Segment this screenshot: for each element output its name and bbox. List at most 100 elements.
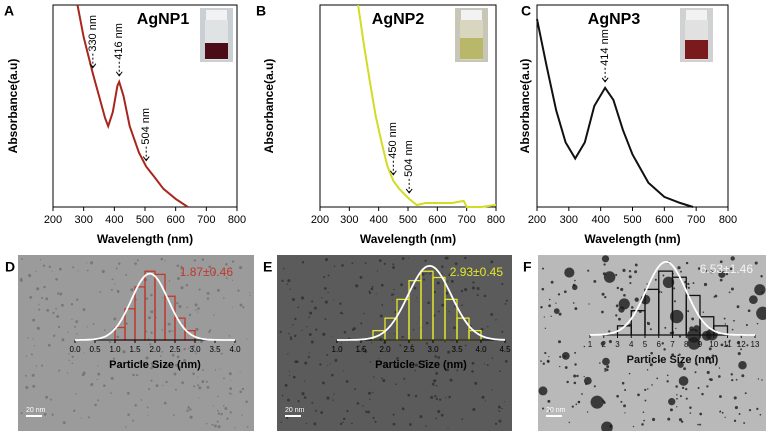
particle — [476, 286, 480, 291]
particle — [68, 353, 70, 355]
particle — [661, 342, 665, 345]
particle — [36, 287, 40, 291]
particle — [444, 340, 446, 343]
particle — [303, 396, 307, 399]
particle — [374, 420, 377, 423]
tem-image — [538, 255, 766, 431]
particle — [178, 304, 182, 309]
particle — [369, 329, 371, 331]
particle — [30, 353, 33, 356]
particle — [414, 394, 418, 398]
particle — [701, 392, 704, 396]
particle — [657, 359, 661, 362]
particle — [576, 374, 579, 378]
particle — [628, 372, 631, 375]
particle — [445, 291, 449, 295]
particle — [699, 412, 703, 416]
particle — [441, 303, 445, 307]
particle — [678, 376, 689, 386]
particle — [604, 370, 607, 372]
particle — [380, 283, 384, 287]
particle — [287, 279, 291, 283]
particle — [427, 301, 430, 305]
particle — [315, 409, 318, 412]
particle — [31, 373, 35, 377]
particle — [411, 343, 414, 346]
particle — [676, 394, 678, 396]
x-tick-label: 1.5 — [129, 345, 141, 354]
particle — [608, 330, 611, 333]
particle — [43, 285, 46, 289]
particle — [197, 307, 200, 310]
particle — [609, 424, 613, 428]
particle — [130, 288, 134, 292]
particle — [242, 306, 245, 309]
particle — [206, 297, 210, 300]
particle — [150, 362, 154, 366]
particle — [673, 300, 677, 303]
scale-bar-label: 20 nm — [26, 407, 46, 414]
particle — [364, 349, 368, 353]
particle — [52, 334, 56, 337]
particle — [220, 412, 223, 416]
x-tick-label: 10 — [709, 340, 718, 349]
x-axis-label: Wavelength (nm) — [97, 232, 193, 246]
particle — [189, 415, 193, 419]
particle — [177, 365, 181, 369]
particle — [558, 312, 562, 316]
particle — [167, 322, 171, 326]
particle — [741, 374, 745, 378]
x-tick-label: 200 — [44, 214, 62, 226]
particle — [116, 290, 120, 294]
particle — [331, 373, 334, 377]
spectrum-line — [357, 4, 497, 208]
particle — [307, 356, 310, 359]
particle — [656, 377, 659, 380]
particle — [360, 322, 363, 325]
particle — [194, 385, 196, 387]
particle — [434, 379, 437, 382]
particle — [550, 280, 554, 284]
particle — [697, 423, 699, 426]
particle — [721, 411, 724, 414]
particle — [474, 381, 478, 385]
particle — [310, 340, 314, 344]
particle — [685, 261, 689, 265]
particle — [456, 369, 459, 372]
panel-label: C — [521, 3, 531, 19]
arrow-head — [115, 71, 123, 77]
particle — [430, 395, 434, 400]
particle — [126, 391, 130, 395]
particle — [39, 258, 42, 261]
particle — [25, 385, 29, 390]
particle — [394, 383, 397, 385]
particle — [724, 416, 726, 418]
x-tick-label: 9 — [698, 340, 703, 349]
particle — [486, 364, 489, 366]
particle — [176, 355, 180, 359]
particle — [246, 338, 248, 340]
particle — [484, 400, 487, 402]
particle — [561, 351, 570, 360]
particle — [708, 358, 710, 360]
particle — [392, 299, 394, 301]
particle — [284, 383, 288, 387]
particle — [691, 317, 695, 321]
particle — [358, 345, 360, 347]
particle — [211, 423, 214, 426]
particle — [41, 296, 43, 299]
particle — [599, 362, 601, 364]
particle — [189, 408, 192, 411]
particle — [407, 393, 411, 397]
particle — [548, 356, 550, 358]
particle — [381, 303, 384, 306]
particle — [618, 317, 621, 321]
particle — [73, 409, 76, 412]
particle — [367, 410, 370, 414]
particle — [444, 397, 447, 399]
particle — [71, 318, 73, 321]
particle — [601, 310, 604, 314]
particle — [308, 316, 310, 318]
particle — [588, 303, 590, 305]
particle — [724, 323, 727, 325]
